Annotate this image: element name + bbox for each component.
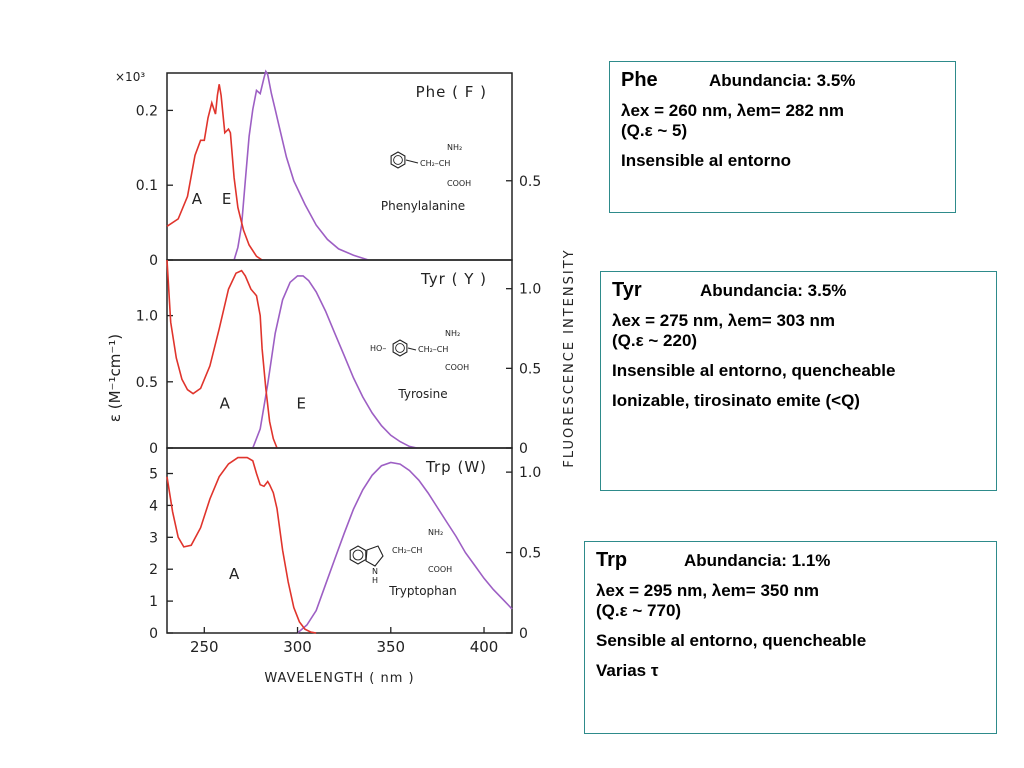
- right-axis-title: FLUORESCENCE INTENSITY: [562, 248, 577, 467]
- right-tick-label: 1.0: [519, 465, 541, 481]
- left-tick-label: 0: [149, 253, 158, 269]
- structure-text: CH₂–CH: [392, 546, 422, 555]
- x-axis-title: WAVELENGTH ( nm ): [264, 671, 414, 686]
- structure-text: COOH: [445, 363, 469, 372]
- bond-line: [407, 347, 417, 351]
- absorption-curve: [166, 84, 263, 261]
- left-tick-label: 1: [149, 594, 158, 610]
- info-box-trp: Trp Abundancia: 1.1% λex = 295 nm, λem= 3…: [584, 541, 997, 734]
- left-tick-label: 5: [149, 467, 158, 483]
- phenylalanine-structure-icon-ring: [393, 155, 403, 165]
- right-tick-label: 0.5: [519, 174, 541, 190]
- right-tick-label: 0.5: [519, 361, 541, 377]
- tyrosine-structure-icon: [392, 339, 408, 357]
- tryptophan-structure-icon: [349, 545, 367, 565]
- tyrosine-structure-icon-ring: [395, 343, 405, 353]
- curve-label-e: E: [222, 190, 231, 208]
- left-tick-label: 0.1: [136, 178, 158, 194]
- right-tick-label: 0.5: [519, 546, 541, 562]
- emission-curve: [296, 461, 513, 634]
- curve-label-a: A: [229, 565, 240, 583]
- left-tick-label: 0: [149, 441, 158, 457]
- structure-text: NH₂: [428, 528, 443, 537]
- quantum-yield-text: (Q.ε ~ 770): [596, 601, 682, 620]
- right-tick-label: 0: [519, 441, 528, 457]
- left-axis-title: ε (M⁻¹cm⁻¹): [106, 334, 124, 422]
- phenylalanine-structure-icon: [390, 151, 406, 169]
- quantum-yield-text: (Q.ε ~ 5): [621, 121, 688, 140]
- ionization-text: Ionizable, tirosinato emite (<Q): [612, 391, 860, 410]
- left-tick-label: 4: [149, 498, 158, 514]
- x-tick-label: 300: [283, 638, 312, 656]
- info-box-phe: Phe Abundancia: 3.5% λex = 260 nm, λem= 2…: [609, 61, 956, 213]
- left-tick-label: 0.5: [136, 375, 158, 391]
- structure-text: N: [372, 567, 378, 576]
- left-tick-label: 0: [149, 626, 158, 642]
- wavelength-text: λex = 275 nm, λem= 303 nm: [612, 311, 836, 330]
- curve-label-a: A: [192, 190, 203, 208]
- indole-ring-icon: [365, 545, 384, 567]
- panel-frame: [166, 447, 513, 634]
- emission-curve: [233, 69, 369, 261]
- structure-text: CH₂–CH: [420, 159, 450, 168]
- right-tick-label: 0: [519, 626, 528, 642]
- scale-factor-label: ×10³: [115, 70, 145, 84]
- curve-label-e: E: [297, 394, 306, 412]
- panel-label: Trp (W): [425, 458, 487, 476]
- x-tick-label: 250: [190, 638, 219, 656]
- amino-acid-name: Tyr: [612, 279, 642, 301]
- bond-line: [405, 159, 419, 164]
- left-tick-label: 2: [149, 562, 158, 578]
- structure-text: COOH: [428, 565, 452, 574]
- environment-text: Insensible al entorno, quencheable: [612, 361, 896, 380]
- environment-text: Sensible al entorno, quencheable: [596, 631, 867, 650]
- amino-acid-name: Trp: [596, 549, 628, 571]
- abundance-text: Abundancia: 1.1%: [684, 551, 831, 570]
- panel-2: [166, 259, 513, 449]
- panel-frame: [166, 259, 513, 449]
- emission-curve: [252, 275, 418, 449]
- structure-text: NH₂: [447, 143, 462, 152]
- compound-name: Phenylalanine: [381, 199, 465, 213]
- amino-acid-name: Phe: [621, 69, 658, 91]
- wavelength-text: λex = 295 nm, λem= 350 nm: [596, 581, 820, 600]
- spectra-figure: 0 0.1 0.2 0.5 ×10³ A E Phe ( F ) Phenylalanine 0 0…: [106, 69, 577, 686]
- lifetime-text: Varias τ: [596, 661, 659, 680]
- structure-text: HO–: [370, 344, 386, 353]
- structure-text: COOH: [447, 179, 471, 188]
- info-box-tyr: Tyr Abundancia: 3.5% λex = 275 nm, λem= 3…: [600, 271, 997, 491]
- wavelength-text: λex = 260 nm, λem= 282 nm: [621, 101, 845, 120]
- abundance-text: Abundancia: 3.5%: [700, 281, 847, 300]
- absorption-curve: [166, 456, 317, 634]
- left-tick-label: 1.0: [136, 309, 158, 325]
- x-tick-label: 400: [470, 638, 499, 656]
- structure-text: NH₂: [445, 329, 460, 338]
- x-tick-label: 350: [376, 638, 405, 656]
- quantum-yield-text: (Q.ε ~ 220): [612, 331, 698, 350]
- right-tick-label: 1.0: [519, 282, 541, 298]
- panel-3: [166, 447, 513, 634]
- panel-label: Tyr ( Y ): [420, 270, 487, 288]
- structure-text: H: [372, 576, 378, 585]
- left-tick-label: 3: [149, 530, 158, 546]
- structure-text: CH₂–CH: [418, 345, 448, 354]
- compound-name: Tryptophan: [388, 584, 456, 598]
- curve-label-a: A: [220, 394, 231, 412]
- panel-frame: [166, 72, 513, 261]
- left-tick-label: 0.2: [136, 103, 158, 119]
- tryptophan-structure-icon-ring: [352, 549, 364, 561]
- environment-text: Insensible al entorno: [621, 151, 792, 170]
- absorption-curve: [166, 259, 278, 449]
- panel-label: Phe ( F ): [416, 83, 487, 101]
- abundance-text: Abundancia: 3.5%: [709, 71, 856, 90]
- compound-name: Tyrosine: [397, 387, 447, 401]
